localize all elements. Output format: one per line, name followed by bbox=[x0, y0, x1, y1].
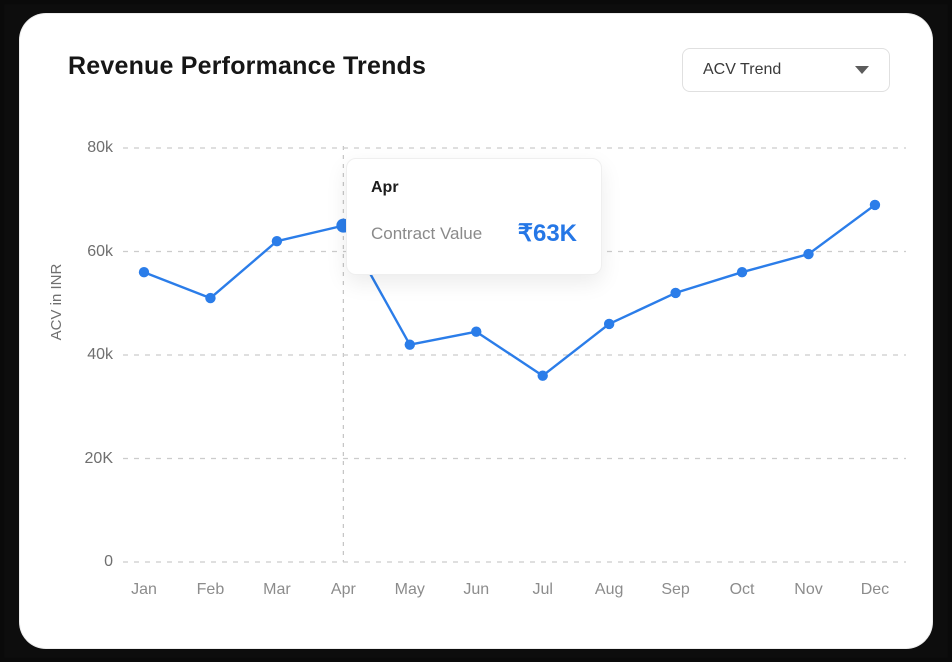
x-tick-Mar: Mar bbox=[263, 581, 291, 598]
data-point-Jan[interactable] bbox=[138, 267, 150, 278]
x-tick-Jun: Jun bbox=[463, 581, 490, 598]
acv-trend-chart: ACV in INR 0 20K 40k 60k 80k Jan Feb Mar Apr May J… bbox=[20, 14, 932, 648]
tooltip-row: Contract Value ₹63K bbox=[371, 219, 577, 248]
data-point-Sep[interactable] bbox=[670, 287, 681, 299]
x-tick-Sep: Sep bbox=[661, 581, 690, 598]
acv-trend-dropdown[interactable]: ACV Trend bbox=[682, 48, 890, 92]
x-tick-Dec: Dec bbox=[860, 581, 890, 598]
y-tick-0: 0 bbox=[104, 553, 113, 570]
data-point-Oct[interactable] bbox=[736, 267, 748, 278]
tooltip-value: ₹63K bbox=[517, 220, 577, 247]
tooltip-label: Contract Value bbox=[371, 223, 483, 243]
trend-line-ACV Trend bbox=[142, 203, 877, 377]
y-axis-title: ACV in INR bbox=[48, 263, 65, 341]
x-tick-Feb: Feb bbox=[196, 581, 225, 598]
data-point-Jul[interactable] bbox=[537, 370, 548, 381]
data-point-Feb[interactable] bbox=[205, 292, 216, 304]
data-point-Mar[interactable] bbox=[271, 235, 283, 247]
revenue-trends-card: ACV in INR 0 20K 40k 60k 80k Jan Feb Mar Apr May J… bbox=[20, 14, 932, 648]
x-tick-Jul: Jul bbox=[532, 581, 553, 598]
data-point-Aug[interactable] bbox=[603, 318, 615, 330]
dropdown-selected-value: ACV Trend bbox=[703, 61, 782, 78]
data-point-Jun[interactable] bbox=[471, 326, 482, 337]
x-tick-Oct: Oct bbox=[729, 581, 755, 598]
line-chart-canvas bbox=[123, 146, 906, 563]
y-tick-20K: 20K bbox=[84, 449, 113, 467]
data-point-Dec[interactable] bbox=[869, 199, 881, 211]
data-point-May[interactable] bbox=[404, 339, 415, 350]
caret-down-icon bbox=[855, 66, 869, 74]
data-point-Nov[interactable] bbox=[803, 248, 814, 260]
x-tick-Apr: Apr bbox=[330, 581, 356, 598]
page-title: Revenue Performance Trends bbox=[68, 52, 427, 80]
chart-tooltip: Apr Contract Value ₹63K bbox=[346, 158, 602, 275]
x-tick-Jan: Jan bbox=[131, 581, 157, 598]
tooltip-month: Apr bbox=[371, 179, 399, 196]
x-tick-Aug: Aug bbox=[594, 581, 624, 598]
y-tick-60k: 60k bbox=[87, 242, 113, 260]
x-tick-Nov: Nov bbox=[794, 581, 823, 598]
y-tick-40k: 40k bbox=[87, 346, 113, 363]
x-tick-May: May bbox=[394, 581, 425, 598]
y-tick-80k: 80k bbox=[87, 139, 113, 156]
